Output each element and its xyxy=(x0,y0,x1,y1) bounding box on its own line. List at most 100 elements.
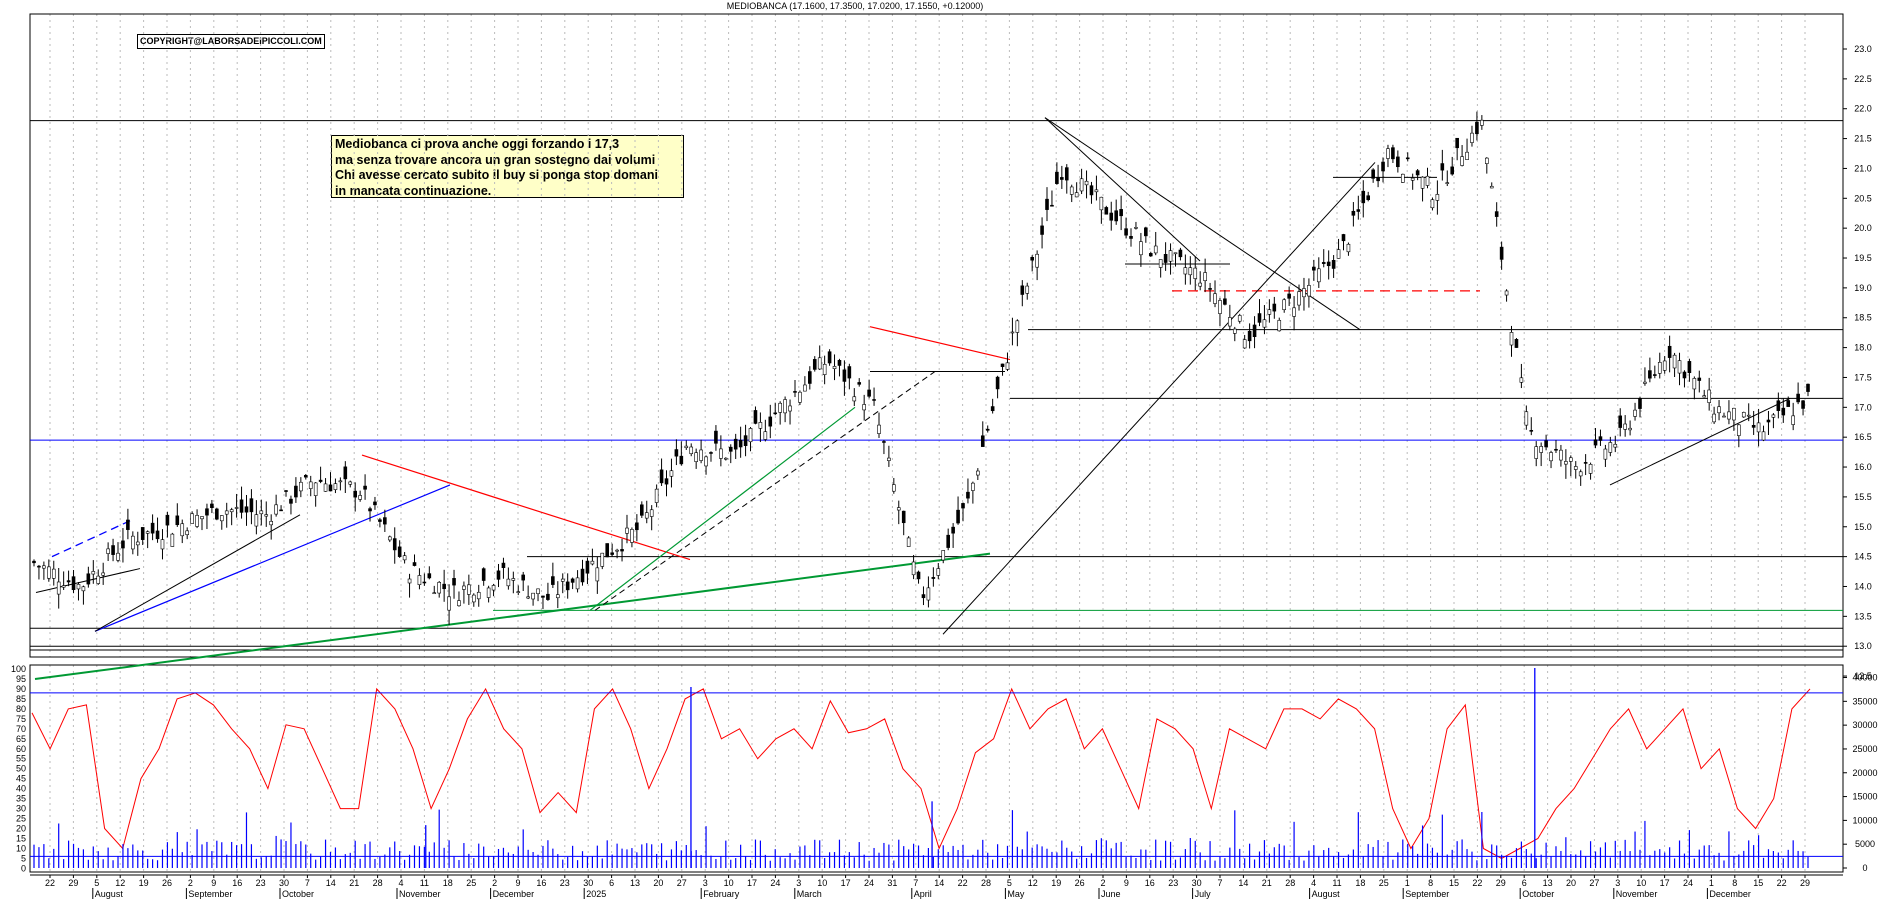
candle-body xyxy=(753,410,758,424)
candle-body xyxy=(798,391,802,403)
candle-body xyxy=(402,555,407,561)
candle-body xyxy=(531,592,535,600)
oscillator-tick-label: 75 xyxy=(16,714,26,724)
candle-body xyxy=(590,560,595,565)
candle-body xyxy=(467,584,471,595)
candle-body xyxy=(793,391,797,393)
candle-body xyxy=(1722,415,1726,418)
candle-body xyxy=(1470,132,1474,143)
candle-body xyxy=(1707,389,1711,403)
x-day-label: 21 xyxy=(349,878,359,888)
candle-body xyxy=(135,541,140,546)
candle-body xyxy=(269,520,273,526)
x-day-label: 29 xyxy=(1496,878,1506,888)
candle-body xyxy=(1099,196,1104,211)
oscillator-tick-label: 20 xyxy=(16,824,26,834)
x-month-label: September xyxy=(188,889,232,899)
x-day-label: 27 xyxy=(1589,878,1599,888)
x-day-label: 4 xyxy=(1311,878,1316,888)
x-day-label: 13 xyxy=(1543,878,1553,888)
candle-body xyxy=(1727,411,1731,420)
candle-body xyxy=(96,575,101,584)
candle-body xyxy=(1682,371,1687,379)
candle-body xyxy=(980,435,985,447)
candle-body xyxy=(1494,211,1499,217)
oscillator-line xyxy=(31,687,1811,859)
candle-body xyxy=(526,596,530,599)
x-day-label: 20 xyxy=(1566,878,1576,888)
candle-body xyxy=(521,574,526,581)
candle-body xyxy=(1316,268,1321,283)
x-day-label: 28 xyxy=(373,878,383,888)
volume-tick-label: 35000 xyxy=(1852,696,1877,706)
candle-body xyxy=(1302,288,1306,298)
candle-body xyxy=(180,523,185,537)
oscillator-tick-label: 40 xyxy=(16,784,26,794)
candle-body xyxy=(1010,331,1015,334)
x-day-label: 22 xyxy=(1777,878,1787,888)
x-day-label: 12 xyxy=(1028,878,1038,888)
candle-body xyxy=(160,539,165,550)
candle-body xyxy=(724,457,728,460)
candle-body xyxy=(373,501,377,506)
oscillator-tick-label: 60 xyxy=(16,744,26,754)
x-day-label: 24 xyxy=(864,878,874,888)
candle-body xyxy=(1509,332,1514,346)
x-day-label: 1 xyxy=(1405,878,1410,888)
x-day-label: 25 xyxy=(466,878,476,888)
candle-body xyxy=(1776,400,1781,411)
candle-body xyxy=(239,499,244,513)
x-month-label: May xyxy=(1007,889,1025,899)
x-day-label: 26 xyxy=(162,878,172,888)
candle-body xyxy=(689,446,694,455)
x-day-label: 23 xyxy=(256,878,266,888)
candle-body xyxy=(234,507,239,509)
candle-body xyxy=(1648,370,1652,379)
candle-body xyxy=(951,526,955,534)
x-day-label: 18 xyxy=(443,878,453,888)
oscillator-tick-label: 80 xyxy=(16,704,26,714)
candle-body xyxy=(417,575,422,585)
candle-body xyxy=(1218,300,1222,314)
x-day-label: 2 xyxy=(188,878,193,888)
candle-body xyxy=(1381,161,1385,172)
candle-body xyxy=(333,483,338,490)
candle-body xyxy=(822,363,827,375)
candle-body xyxy=(1168,250,1173,262)
candle-body xyxy=(1712,413,1716,423)
candle-body xyxy=(783,399,787,414)
candle-body xyxy=(289,498,293,504)
candle-body xyxy=(200,516,204,520)
x-day-label: 10 xyxy=(817,878,827,888)
candle-body xyxy=(748,428,753,443)
candle-body xyxy=(481,568,486,581)
candle-body xyxy=(447,596,451,611)
x-day-label: 10 xyxy=(1636,878,1646,888)
candle-body xyxy=(486,587,491,598)
candle-body xyxy=(1203,272,1207,282)
candle-body xyxy=(1480,119,1484,126)
candle-body xyxy=(1672,354,1677,369)
candle-body xyxy=(1114,210,1118,222)
price-tick-label: 20.0 xyxy=(1854,223,1872,233)
candle-body xyxy=(1074,192,1079,198)
x-day-label: 27 xyxy=(677,878,687,888)
candle-body xyxy=(101,572,105,576)
x-day-label: 14 xyxy=(326,878,336,888)
candle-body xyxy=(1569,457,1573,462)
candle-body xyxy=(719,448,723,459)
x-day-label: 4 xyxy=(398,878,403,888)
price-tick-label: 16.0 xyxy=(1854,462,1872,472)
candle-body xyxy=(1499,246,1504,260)
candle-body xyxy=(936,568,941,576)
candle-body xyxy=(1687,361,1692,374)
candle-body xyxy=(1163,254,1168,263)
x-day-label: 19 xyxy=(139,878,149,888)
candle-body xyxy=(175,515,180,526)
volume-tick-label: 0 xyxy=(1862,863,1867,873)
candle-body xyxy=(363,485,367,490)
x-day-label: 30 xyxy=(1192,878,1202,888)
candle-body xyxy=(1751,424,1756,428)
candle-body xyxy=(1228,317,1232,327)
